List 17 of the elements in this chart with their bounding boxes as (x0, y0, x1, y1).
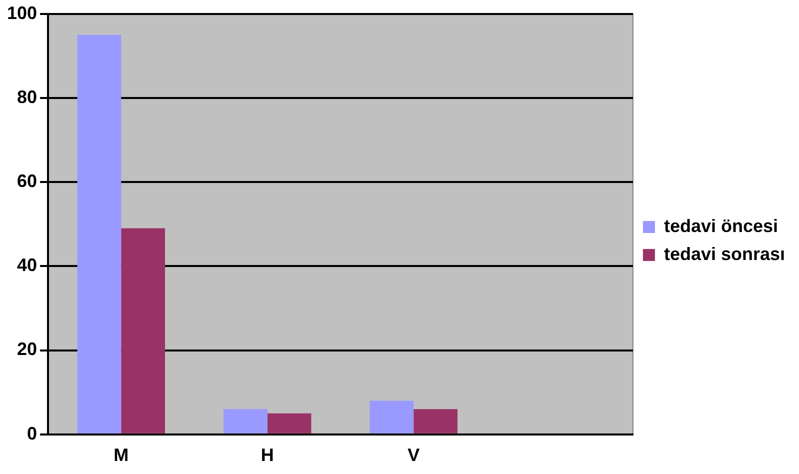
y-tick-label: 80 (17, 86, 38, 107)
bar (224, 409, 268, 434)
bar (121, 228, 166, 434)
y-tick-label: 60 (17, 171, 38, 192)
y-tick-label: 100 (6, 2, 38, 23)
legend-label: tedavi öncesi (664, 216, 778, 236)
bar (370, 400, 414, 434)
bar (414, 409, 458, 434)
x-tick-label: M (114, 445, 129, 466)
bar (77, 34, 122, 434)
y-tick-label: 40 (17, 255, 38, 276)
x-tick-label: H (260, 445, 274, 466)
y-tick-label: 0 (27, 423, 38, 444)
legend-label: tedavi sonrası (664, 244, 786, 264)
bar (267, 413, 312, 434)
x-tick-label: V (408, 445, 420, 466)
y-tick-label: 20 (17, 339, 38, 360)
